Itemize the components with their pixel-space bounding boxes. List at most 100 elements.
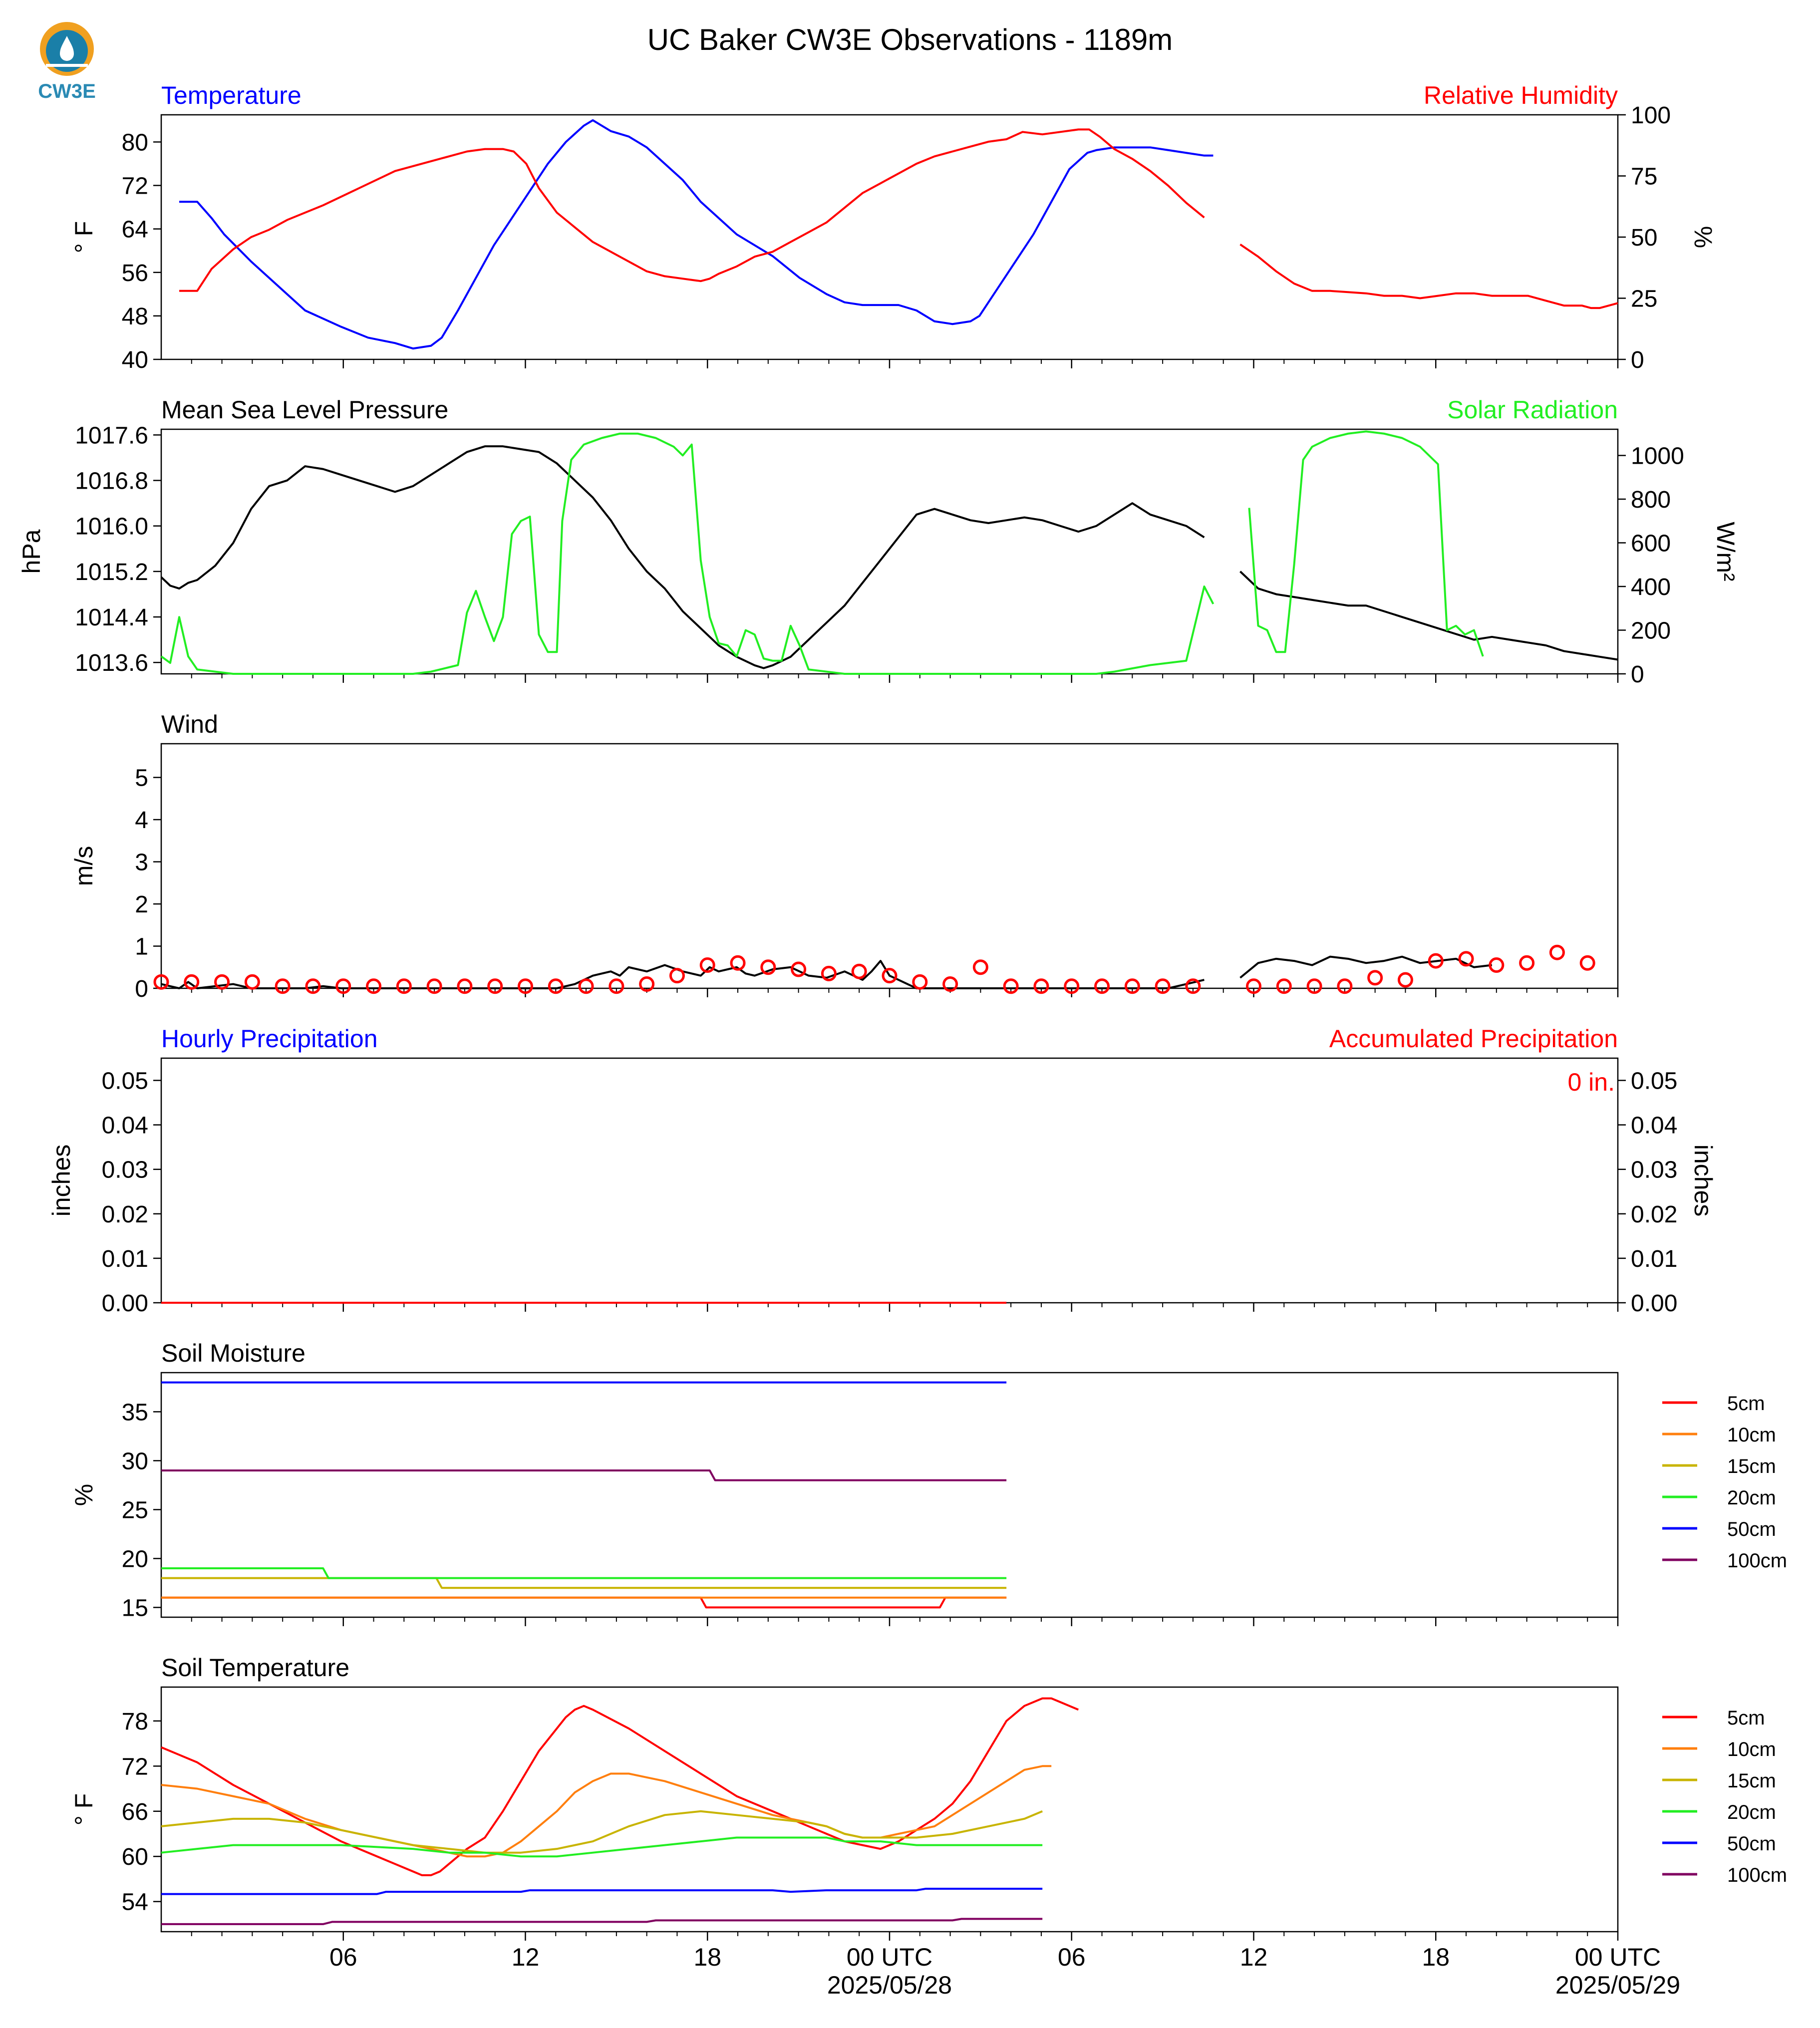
x-tick-label: 18 bbox=[1422, 1943, 1450, 1971]
panel-4: Soil Moisture 35 30 25 20 15% 5cm 10cm 15cm 20cm 5… bbox=[70, 1339, 1787, 1626]
logo-text: CW3E bbox=[38, 80, 96, 102]
gust-marker bbox=[1489, 957, 1505, 973]
gust-marker bbox=[244, 974, 260, 990]
panel-title-left: Temperature bbox=[161, 81, 302, 109]
legend-label: 50cm bbox=[1727, 1833, 1776, 1855]
y-tick-label: 0 bbox=[135, 976, 148, 1002]
y-axis-label: % bbox=[70, 1484, 98, 1506]
gust-marker bbox=[457, 978, 473, 994]
y-tick-label: 1017.6 bbox=[75, 422, 148, 449]
gust-marker bbox=[548, 978, 564, 994]
y-tick-label-right: 0.04 bbox=[1631, 1113, 1677, 1139]
x-tick-label: 00 UTC bbox=[847, 1943, 932, 1971]
y-tick-label: 72 bbox=[122, 1753, 148, 1780]
x-tick-label: 00 UTC bbox=[1575, 1943, 1661, 1971]
legend-label: 5cm bbox=[1727, 1393, 1765, 1415]
panel-frame bbox=[160, 114, 1619, 360]
panel-frame bbox=[160, 1372, 1619, 1618]
gust-marker bbox=[608, 978, 624, 994]
x-tick-label: 06 bbox=[329, 1943, 357, 1971]
gust-marker bbox=[1519, 955, 1535, 971]
y-tick-label: 4 bbox=[135, 807, 148, 834]
y-tick-label: 1013.6 bbox=[75, 650, 148, 676]
legend-label: 10cm bbox=[1727, 1738, 1776, 1760]
gust-marker bbox=[1397, 972, 1413, 988]
logo-wave bbox=[46, 64, 88, 67]
y-tick-label: 1014.4 bbox=[75, 604, 148, 631]
series-line-sm100 bbox=[161, 1469, 1007, 1481]
gust-marker bbox=[214, 974, 230, 990]
legend-label: 50cm bbox=[1727, 1518, 1776, 1540]
gust-marker bbox=[184, 974, 200, 990]
panel-2: Wind 5 4 3 2 1 0 m/s bbox=[70, 710, 1619, 1002]
series-line-rh bbox=[179, 128, 1205, 292]
y-tick-label: 0.02 bbox=[102, 1201, 148, 1228]
y-tick-label: 0.00 bbox=[102, 1290, 148, 1317]
gust-marker bbox=[335, 978, 351, 994]
panel-title-left: Soil Temperature bbox=[161, 1654, 349, 1682]
panel-0: Temperature Relative Humidity 80 72 64 56 48 40… bbox=[70, 81, 1717, 373]
y-tick-label-right: 400 bbox=[1631, 574, 1671, 600]
panel-5: Soil Temperature 78 72 66 60 54 ° F 5cm 10cm 15cm… bbox=[70, 1654, 1787, 1941]
gust-marker bbox=[578, 978, 594, 994]
series-line-sm20 bbox=[161, 1567, 1007, 1579]
series-line-sm5 bbox=[161, 1596, 1007, 1609]
y-tick-label-right: 600 bbox=[1631, 531, 1671, 557]
y-tick-label: 1 bbox=[135, 934, 148, 960]
y-axis-label-right: inches bbox=[1689, 1145, 1717, 1217]
gust-marker bbox=[912, 974, 928, 990]
gust-marker bbox=[1549, 944, 1565, 960]
gust-marker bbox=[487, 978, 503, 994]
gust-marker bbox=[1003, 978, 1019, 994]
gust-marker bbox=[366, 978, 382, 994]
y-tick-label: 66 bbox=[122, 1799, 148, 1825]
gust-marker bbox=[426, 978, 442, 994]
y-tick-label: 64 bbox=[122, 217, 148, 243]
gust-marker bbox=[1428, 953, 1444, 969]
gust-marker bbox=[730, 955, 746, 971]
panel-frame bbox=[160, 1686, 1619, 1933]
y-tick-label: 2 bbox=[135, 891, 148, 918]
panel-frame bbox=[160, 428, 1619, 675]
gust-marker bbox=[1458, 951, 1474, 967]
gust-marker bbox=[882, 968, 898, 984]
panel-title-right: Relative Humidity bbox=[1424, 81, 1618, 109]
y-tick-label: 3 bbox=[135, 850, 148, 876]
gust-marker bbox=[153, 974, 169, 990]
y-tick-label-right: 100 bbox=[1631, 102, 1671, 129]
panel-title-left: Soil Moisture bbox=[161, 1339, 305, 1367]
y-tick-label: 30 bbox=[122, 1448, 148, 1474]
y-tick-label-right: 0.00 bbox=[1631, 1290, 1677, 1317]
y-tick-label: 1015.2 bbox=[75, 559, 148, 585]
panel-1: Mean Sea Level Pressure Solar Radiation 10… bbox=[17, 396, 1740, 688]
gust-marker bbox=[518, 978, 533, 994]
gust-marker bbox=[669, 968, 685, 984]
series-line-rh bbox=[1239, 244, 1618, 309]
y-tick-label: 48 bbox=[122, 303, 148, 330]
y-tick-label: 54 bbox=[122, 1889, 148, 1916]
panel-title-left: Hourly Precipitation bbox=[161, 1025, 378, 1053]
y-tick-label: 0.04 bbox=[102, 1113, 148, 1139]
x-date-label: 2025/05/29 bbox=[1555, 1971, 1680, 1999]
y-tick-label: 56 bbox=[122, 260, 148, 287]
series-line-temp bbox=[179, 119, 1213, 350]
gust-marker bbox=[1033, 978, 1049, 994]
y-tick-label-right: 1000 bbox=[1631, 443, 1684, 470]
gust-marker bbox=[1185, 978, 1201, 994]
y-axis-label: hPa bbox=[17, 529, 45, 574]
x-tick-label: 12 bbox=[512, 1943, 540, 1971]
gust-marker bbox=[1064, 978, 1080, 994]
y-tick-label-right: 0.05 bbox=[1631, 1068, 1677, 1095]
y-tick-label-right: 200 bbox=[1631, 618, 1671, 644]
y-tick-label: 0.05 bbox=[102, 1068, 148, 1095]
gust-marker bbox=[851, 963, 867, 979]
y-tick-label-right: 0.02 bbox=[1631, 1201, 1677, 1228]
series-line-st15 bbox=[161, 1810, 1043, 1854]
series-line-st10 bbox=[161, 1765, 1052, 1858]
panel-title-left: Mean Sea Level Pressure bbox=[161, 396, 448, 424]
x-tick-label: 06 bbox=[1058, 1943, 1086, 1971]
y-tick-label: 0.03 bbox=[102, 1157, 148, 1183]
series-line-wind bbox=[1239, 955, 1493, 979]
legend-label: 15cm bbox=[1727, 1455, 1776, 1477]
series-line-sm15 bbox=[161, 1577, 1007, 1589]
